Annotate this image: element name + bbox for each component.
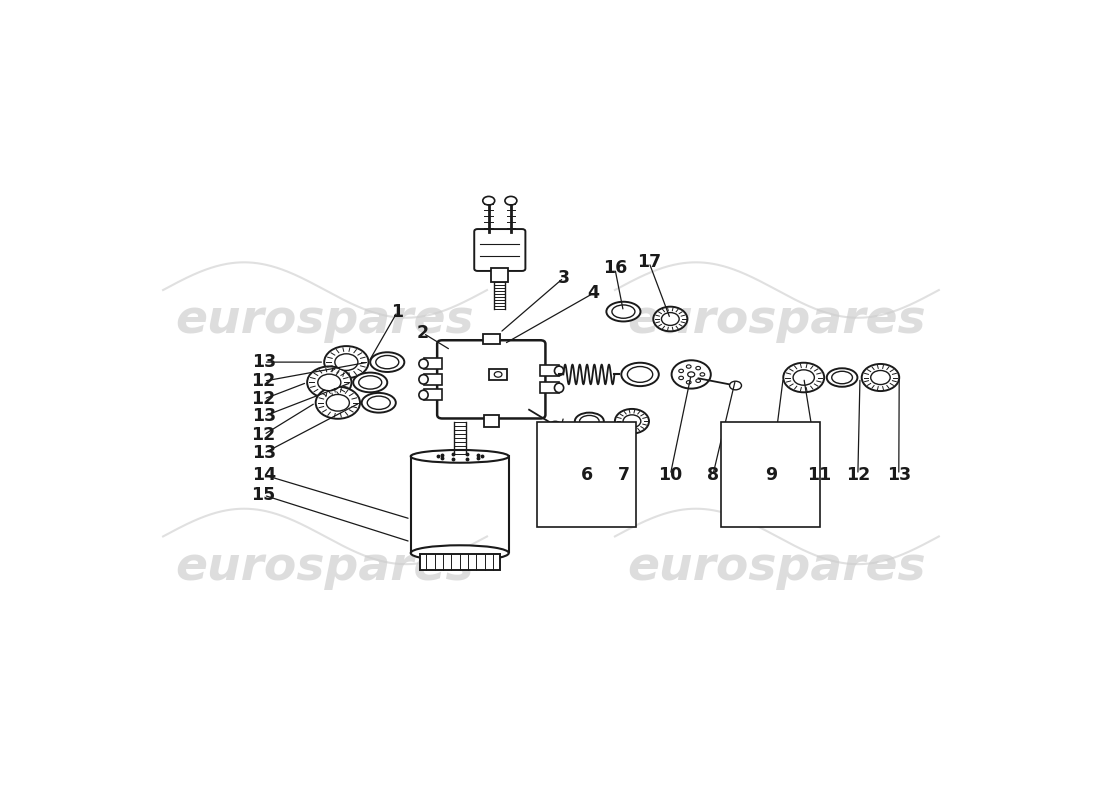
Circle shape xyxy=(679,370,683,373)
Text: 14: 14 xyxy=(252,466,276,484)
Circle shape xyxy=(307,366,352,398)
Ellipse shape xyxy=(627,366,652,382)
Circle shape xyxy=(483,197,495,205)
Circle shape xyxy=(623,415,641,428)
Circle shape xyxy=(696,366,701,370)
Bar xyxy=(424,358,442,370)
Text: 5: 5 xyxy=(543,466,556,484)
Text: 12: 12 xyxy=(252,372,276,390)
Text: 12: 12 xyxy=(252,390,276,408)
Text: 13: 13 xyxy=(252,353,276,371)
Circle shape xyxy=(696,379,701,382)
Bar xyxy=(488,369,507,380)
Text: 2: 2 xyxy=(417,324,429,342)
Circle shape xyxy=(679,376,683,380)
FancyBboxPatch shape xyxy=(437,340,546,418)
Ellipse shape xyxy=(410,450,509,462)
Circle shape xyxy=(700,373,705,376)
Circle shape xyxy=(686,381,691,384)
Circle shape xyxy=(327,394,350,411)
Text: 16: 16 xyxy=(603,259,627,278)
Circle shape xyxy=(661,313,679,326)
Ellipse shape xyxy=(621,362,659,386)
Bar xyxy=(492,269,508,282)
Ellipse shape xyxy=(367,396,390,410)
Bar xyxy=(483,334,499,344)
Bar xyxy=(540,382,559,394)
Ellipse shape xyxy=(359,376,382,389)
Text: 8: 8 xyxy=(707,466,719,484)
Circle shape xyxy=(688,372,695,377)
Ellipse shape xyxy=(606,302,640,322)
Ellipse shape xyxy=(419,359,428,369)
Bar xyxy=(484,414,499,427)
Circle shape xyxy=(783,362,824,392)
Circle shape xyxy=(653,306,688,331)
Circle shape xyxy=(672,360,711,389)
Text: 10: 10 xyxy=(658,466,682,484)
Text: 1: 1 xyxy=(392,302,404,321)
Text: eurospares: eurospares xyxy=(628,298,926,343)
Ellipse shape xyxy=(353,373,387,392)
Ellipse shape xyxy=(554,383,563,393)
Text: 13: 13 xyxy=(252,407,276,426)
Circle shape xyxy=(316,386,360,418)
Circle shape xyxy=(861,364,899,391)
Circle shape xyxy=(615,409,649,434)
Text: 13: 13 xyxy=(887,466,911,484)
Ellipse shape xyxy=(827,368,857,386)
Text: 17: 17 xyxy=(637,254,661,271)
Text: 13: 13 xyxy=(252,444,276,462)
Bar xyxy=(424,374,442,385)
Circle shape xyxy=(324,346,369,378)
Text: 11: 11 xyxy=(807,466,832,484)
Text: 15: 15 xyxy=(252,486,276,504)
FancyBboxPatch shape xyxy=(474,229,526,271)
Text: eurospares: eurospares xyxy=(176,298,474,343)
Ellipse shape xyxy=(832,371,852,384)
Circle shape xyxy=(505,197,517,205)
Text: 9: 9 xyxy=(764,466,777,484)
Ellipse shape xyxy=(612,305,635,318)
Circle shape xyxy=(318,374,341,390)
Circle shape xyxy=(871,370,890,385)
Circle shape xyxy=(494,372,502,378)
Ellipse shape xyxy=(575,413,604,430)
Circle shape xyxy=(334,354,358,370)
Ellipse shape xyxy=(419,390,428,400)
Text: 12: 12 xyxy=(846,466,870,484)
Ellipse shape xyxy=(376,355,399,369)
Ellipse shape xyxy=(371,352,405,372)
Bar xyxy=(424,390,442,401)
Text: eurospares: eurospares xyxy=(176,545,474,590)
Circle shape xyxy=(686,365,691,368)
Text: eurospares: eurospares xyxy=(628,545,926,590)
Text: 12: 12 xyxy=(252,426,276,444)
Ellipse shape xyxy=(362,393,396,413)
Circle shape xyxy=(729,382,741,390)
Ellipse shape xyxy=(419,374,428,384)
Ellipse shape xyxy=(580,415,600,427)
Text: 6: 6 xyxy=(581,466,593,484)
Bar xyxy=(419,554,499,570)
Text: 4: 4 xyxy=(587,284,600,302)
Ellipse shape xyxy=(554,366,563,375)
Text: 7: 7 xyxy=(617,466,629,484)
Text: 3: 3 xyxy=(558,269,570,286)
Ellipse shape xyxy=(410,546,509,561)
Circle shape xyxy=(793,370,814,385)
Bar xyxy=(540,366,559,377)
Circle shape xyxy=(549,422,561,430)
